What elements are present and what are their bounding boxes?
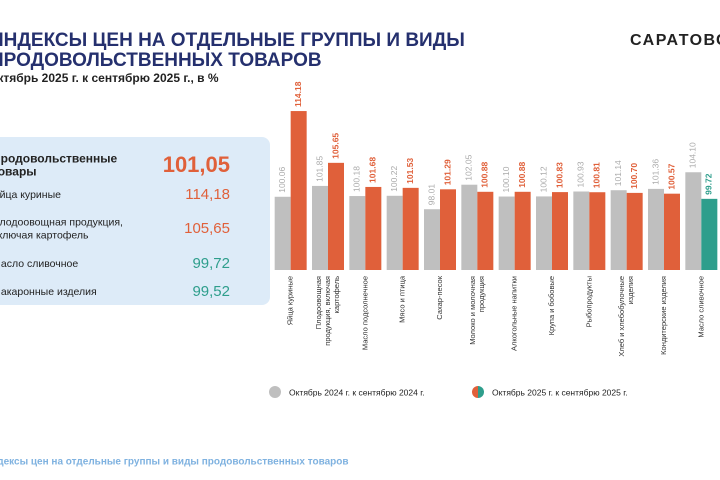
bar bbox=[312, 185, 328, 270]
brand: САРАТОВСТАТ bbox=[630, 32, 720, 49]
x-tick-label: Алкогольные напитки bbox=[510, 276, 519, 351]
x-tick-label: Плодоовощнаяпродукция, включаякартофель bbox=[314, 276, 341, 346]
value-label: 100.88 bbox=[517, 162, 527, 188]
panel-label: Макаронные изделия bbox=[0, 286, 97, 298]
value-label: 100.06 bbox=[277, 167, 287, 193]
panel bbox=[0, 137, 270, 305]
value-label: 100.57 bbox=[666, 163, 676, 189]
x-tick-label: Крупа и бобовые bbox=[547, 276, 556, 335]
bar bbox=[648, 188, 664, 270]
bar bbox=[589, 192, 606, 270]
x-tick-label: Яйца куриные bbox=[286, 276, 295, 325]
bar bbox=[573, 191, 590, 270]
bar bbox=[349, 196, 366, 270]
x-tick-label: Масло сливочное bbox=[696, 276, 705, 338]
bar bbox=[274, 196, 291, 270]
bar bbox=[685, 172, 702, 270]
bar bbox=[328, 162, 344, 270]
value-label: 99.72 bbox=[704, 173, 714, 195]
title-line: ПРОДОВОЛЬСТВЕННЫХ ТОВАРОВ bbox=[0, 50, 322, 71]
panel-value: 114,18 bbox=[185, 186, 230, 203]
bar bbox=[626, 192, 643, 270]
x-tick-label: Хлеб и хлебобулочныеизделия bbox=[617, 276, 635, 357]
x-tick-label: Сахар-песок bbox=[435, 275, 444, 319]
value-label: 102.05 bbox=[464, 154, 474, 180]
value-label: 100.22 bbox=[389, 166, 399, 192]
bar bbox=[461, 184, 478, 270]
panel-value: 101,05 bbox=[163, 152, 230, 177]
legend-marker bbox=[269, 386, 281, 398]
value-label: 101.85 bbox=[314, 156, 324, 182]
panel-value: 99,72 bbox=[192, 255, 230, 272]
value-label: 114.18 bbox=[293, 81, 303, 107]
bar bbox=[290, 111, 307, 270]
bar bbox=[402, 187, 419, 270]
panel-label: Яйца куриные bbox=[0, 189, 61, 201]
value-label: 100.88 bbox=[480, 162, 490, 188]
bar bbox=[536, 196, 552, 270]
value-label: 101.53 bbox=[405, 158, 415, 184]
footer: Индексы цен на отдельные группы и виды п… bbox=[0, 457, 349, 468]
value-label: 101.36 bbox=[650, 159, 660, 185]
bar bbox=[477, 191, 494, 270]
panel-label: Масло сливочное bbox=[0, 258, 78, 270]
legend-marker bbox=[478, 386, 484, 398]
value-label: 98.01 bbox=[426, 184, 436, 206]
value-label: 100.81 bbox=[592, 162, 602, 188]
value-label: 100.93 bbox=[576, 161, 586, 187]
x-tick-label: Рыбопродукты bbox=[584, 276, 593, 327]
panel-value: 105,65 bbox=[184, 220, 230, 237]
legend-marker bbox=[472, 386, 478, 398]
value-label: 100.83 bbox=[554, 162, 564, 188]
x-tick-label: Мясо и птица bbox=[398, 275, 407, 323]
x-tick-label: Кондитерские изделия bbox=[659, 276, 668, 355]
bar bbox=[386, 195, 403, 270]
title-line: ИНДЕКСЫ ЦЕН НА ОТДЕЛЬНЫЕ ГРУППЫ И ВИДЫ bbox=[0, 30, 465, 51]
legend-label: Октябрь 2025 г. к сентябрю 2025 г. bbox=[492, 387, 628, 397]
value-label: 101.29 bbox=[442, 159, 452, 185]
bar bbox=[424, 209, 440, 270]
value-label: 105.65 bbox=[330, 133, 340, 159]
value-label: 100.70 bbox=[629, 163, 639, 189]
value-label: 101.14 bbox=[613, 160, 623, 186]
bar bbox=[552, 192, 568, 270]
bar bbox=[365, 186, 382, 270]
value-label: 101.68 bbox=[368, 157, 378, 183]
bar bbox=[610, 190, 627, 270]
value-label: 104.10 bbox=[688, 142, 698, 168]
value-label: 100.10 bbox=[501, 166, 511, 192]
bar bbox=[514, 191, 531, 270]
bar bbox=[701, 198, 718, 270]
bar bbox=[440, 189, 456, 270]
subtitle: Октябрь 2025 г. к сентябрю 2025 г., в % bbox=[0, 71, 219, 85]
panel-label: Плодоовощная продукция, включая картофель bbox=[0, 216, 123, 241]
value-label: 100.12 bbox=[538, 166, 548, 192]
panel-label: Продовольственныетовары bbox=[0, 152, 118, 179]
bar bbox=[498, 196, 515, 270]
value-label: 100.18 bbox=[352, 166, 362, 192]
x-tick-label: Масло подсолнечное bbox=[360, 276, 369, 350]
legend-label: Октябрь 2024 г. к сентябрю 2024 г. bbox=[289, 387, 425, 397]
panel-value: 99,52 bbox=[192, 283, 230, 300]
bar bbox=[664, 193, 680, 270]
x-tick-label: Молоко и молочнаяпродукция bbox=[468, 276, 486, 345]
